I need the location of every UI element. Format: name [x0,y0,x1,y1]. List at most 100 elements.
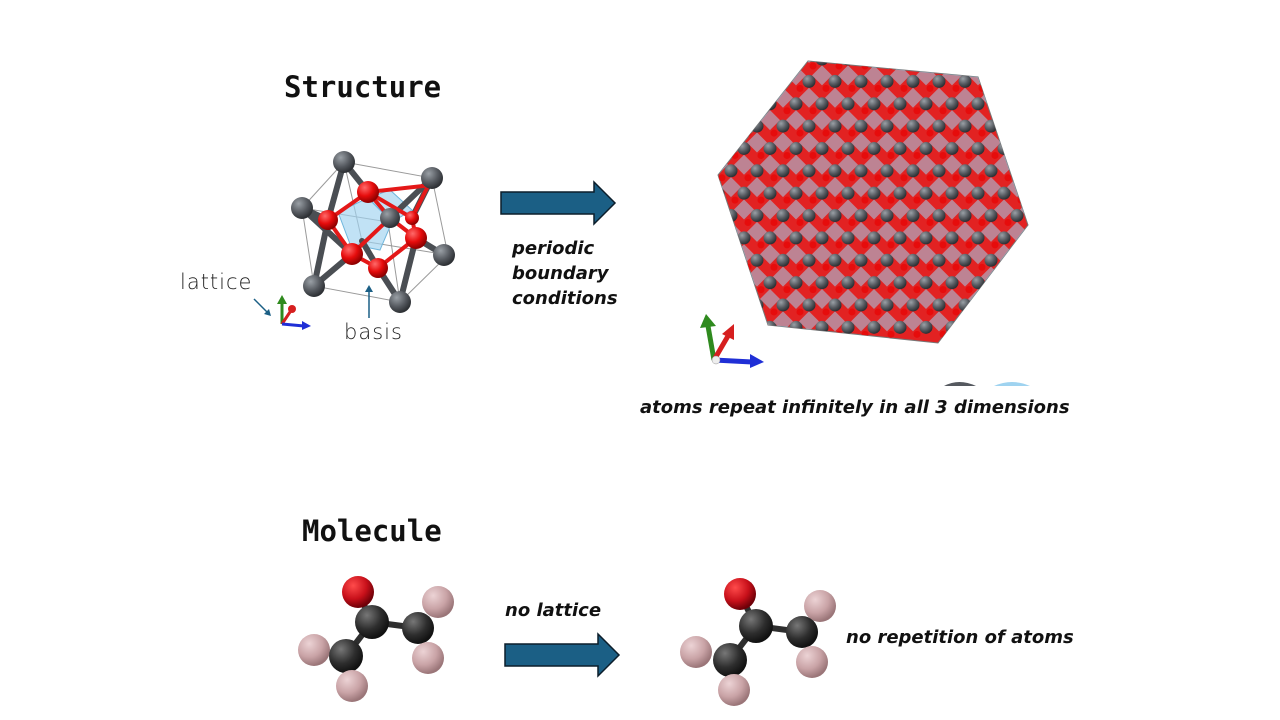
crystal-basis-atom [1044,286,1051,293]
crystal-polyhedron [825,221,845,242]
crystal-basis-atom [978,219,986,227]
crystal-polyhedron [903,132,923,153]
crystal-basis-atom [1031,130,1038,137]
hydrogen-atom [412,642,444,674]
crystal-basis-atom [978,129,986,137]
crystal-basis-atom [1057,174,1064,181]
crystal-basis-atom [978,174,986,182]
crystal-lattice-atom [1050,187,1063,200]
crystal-lattice-atom [1063,298,1076,311]
crystal-lattice-atom [737,186,751,200]
crystal-polyhedron [747,87,767,108]
unit-cell-diagram [291,151,455,313]
crystal-polyhedron [838,199,858,220]
crystal-lattice-atom [1037,164,1050,177]
crystal-polyhedron [955,132,975,153]
crystal-polyhedron [968,110,988,131]
crystal-polyhedron [1007,61,1027,63]
no-lattice-label: no lattice [505,600,602,621]
crystal-basis-atom [706,241,713,248]
hydrogen-atom [804,590,836,622]
axes-icon-large [700,314,764,368]
crystal-basis-atom [952,308,960,316]
crystal-polyhedron [812,65,832,86]
crystal-basis-atom [861,151,869,159]
crystal-lattice-atom [854,253,868,267]
crystal-lattice-atom [906,119,920,133]
crystal-lattice-atom [789,186,803,200]
hydrogen-atom [298,634,330,666]
crystal-lattice-atom [867,97,881,111]
carbon-atom [739,609,773,643]
crystal-lattice-atom [984,253,998,267]
crystal-basis-atom [874,129,882,137]
crystal-basis-atom [939,241,947,249]
crystal-polyhedron [825,87,845,108]
crystal-lattice-atom [1037,120,1050,133]
crystal-polyhedron [981,132,1001,153]
crystal-lattice-atom [906,74,920,88]
crystal-basis-atom [913,151,921,159]
pbc-label-line: conditions [512,288,618,309]
crystal-lattice-atom [919,97,933,111]
crystal-polyhedron [877,61,897,63]
crystal-basis-atom [1057,85,1064,92]
crystal-lattice-atom [724,164,738,178]
crystal-polyhedron [773,132,793,153]
crystal-polyhedron [1020,65,1028,86]
crystal-polyhedron [721,87,741,108]
crystal-polyhedron [760,244,780,265]
crystal-polyhedron [747,177,767,198]
crystal-lattice-atom [750,209,764,223]
crystal-basis-atom [952,219,960,227]
crystal-basis-atom [1017,151,1025,159]
crystal-basis-atom [706,152,713,159]
crystal-polyhedron [718,288,728,309]
crystal-basis-atom [1017,330,1025,338]
crystal-lattice-atom [854,209,868,223]
crystal-polyhedron [799,177,819,198]
crystal-lattice-atom [1023,186,1028,200]
crystal-basis-atom [796,263,804,271]
crystal-lattice-atom [763,141,777,155]
crystal-polyhedron [929,221,949,242]
crystal-lattice-atom [763,276,777,290]
crystal-basis-atom [835,107,843,115]
crystal-basis-atom [991,241,999,249]
crystal-lattice-atom [932,74,946,88]
crystal-polyhedron [955,87,975,108]
crystal-polyhedron [877,221,897,242]
crystal-basis-atom [706,286,713,293]
crystal-basis-atom [939,151,947,159]
oxygen-atom [724,578,756,610]
crystal-lattice-atom [945,97,959,111]
crystal-basis-atom [926,263,934,271]
crystal-basis-atom [822,129,830,137]
crystal-polyhedron [773,61,793,63]
crystal-polyhedron [916,110,936,131]
crystal-lattice-atom [932,253,946,267]
crystal-lattice-atom [919,186,933,200]
crystal-basis-atom [913,107,921,115]
crystal-lattice-atom [802,164,816,178]
crystal-polyhedron [890,199,910,220]
crystal-lattice-atom [1037,254,1050,267]
crystal-basis-atom [1057,219,1064,226]
crystal-basis-atom [926,174,934,182]
crystal-lattice-atom [718,276,725,290]
crystal-polyhedron [981,177,1001,198]
crystal-basis-atom [978,308,986,316]
crystal-lattice-atom [718,141,725,155]
crystal-basis-atom [835,151,843,159]
crystal-lattice-atom [919,141,933,155]
crystal-polyhedron [955,177,975,198]
crystal-lattice-atom [984,298,998,312]
crystal-lattice-atom [841,320,855,334]
structure-title: Structure [284,70,442,104]
crystal-basis-atom [848,84,856,92]
crystal-lattice-atom [802,209,816,223]
crystal-basis-atom [1017,107,1025,115]
crystal-basis-atom [874,174,882,182]
crystal-basis-atom [822,308,830,316]
crystal-lattice-atom [854,74,868,88]
